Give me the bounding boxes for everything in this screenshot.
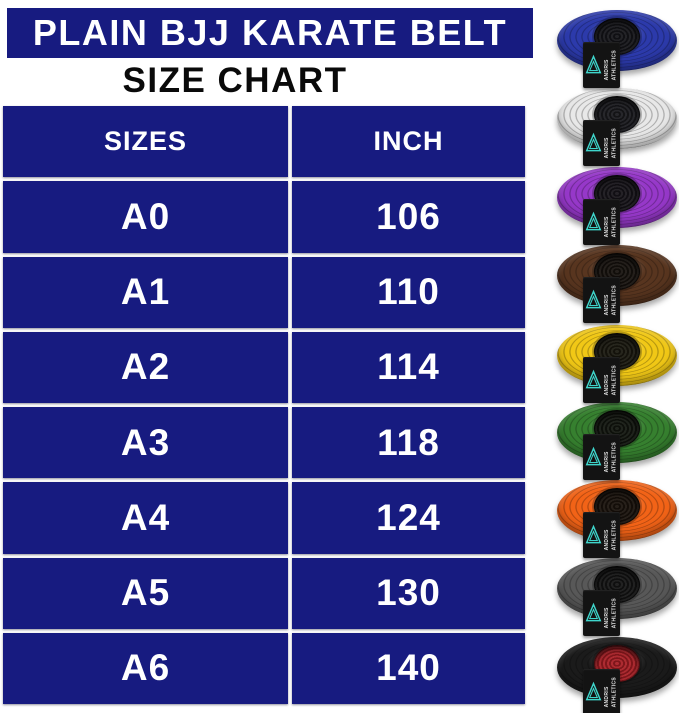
brand-label: ANDRIS ATHLETICS (583, 669, 620, 713)
column-header-sizes: SIZES (3, 106, 288, 178)
brand-label-text: ANDRIS ATHLETICS (604, 677, 619, 707)
brand-name-line2: ATHLETICS (611, 284, 617, 316)
size-cell-a1: A1 (3, 256, 288, 328)
size-cell-a3: A3 (3, 407, 288, 479)
triangle-logo-icon (585, 602, 602, 622)
inch-cell-a0: 106 (292, 181, 525, 253)
triangle-logo-icon (585, 681, 602, 701)
brand-name-line1: ANDRIS (603, 216, 610, 238)
brand-label: ANDRIS ATHLETICS (583, 357, 620, 403)
size-chart-table: SIZES INCH A0 106 A1 110 A2 114 A3 118 A… (3, 106, 525, 704)
brand-name-line2: ATHLETICS (611, 206, 617, 238)
triangle-logo-icon (585, 369, 602, 389)
belt-photo-column: ANDRIS ATHLETICS ANDRIS ATHLETICS (557, 0, 679, 713)
brand-label-text: ANDRIS ATHLETICS (604, 598, 619, 628)
brand-label: ANDRIS ATHLETICS (583, 277, 620, 323)
product-title: PLAIN BJJ KARATE BELT (32, 12, 508, 53)
brand-label: ANDRIS ATHLETICS (583, 120, 620, 166)
brand-label-text: ANDRIS ATHLETICS (604, 128, 619, 158)
belt-photo-brown: ANDRIS ATHLETICS (557, 245, 677, 323)
size-cell-a4: A4 (3, 482, 288, 554)
brand-name-line2: ATHLETICS (611, 597, 617, 629)
size-cell-a0: A0 (3, 181, 288, 253)
belt-photo-white: ANDRIS ATHLETICS (557, 88, 677, 166)
brand-name-line2: ATHLETICS (611, 127, 617, 159)
belt-photo-purple: ANDRIS ATHLETICS (557, 167, 677, 245)
size-cell-a5: A5 (3, 557, 288, 629)
brand-name-line1: ANDRIS (603, 686, 610, 708)
brand-label: ANDRIS ATHLETICS (583, 434, 620, 480)
belt-photo-green: ANDRIS ATHLETICS (557, 402, 677, 480)
triangle-logo-icon (585, 524, 602, 544)
brand-label: ANDRIS ATHLETICS (583, 199, 620, 245)
size-chart-heading: SIZE CHART (122, 61, 348, 100)
brand-label-text: ANDRIS ATHLETICS (604, 520, 619, 550)
triangle-logo-icon (585, 446, 602, 466)
brand-name-line1: ANDRIS (603, 451, 610, 473)
belt-photo-black: ANDRIS ATHLETICS (557, 637, 677, 713)
brand-name-line2: ATHLETICS (611, 441, 617, 473)
brand-label: ANDRIS ATHLETICS (583, 512, 620, 558)
brand-name-line1: ANDRIS (603, 607, 610, 629)
brand-label-text: ANDRIS ATHLETICS (604, 285, 619, 315)
brand-name-line1: ANDRIS (603, 374, 610, 396)
brand-name-line1: ANDRIS (603, 137, 610, 159)
brand-label-text: ANDRIS ATHLETICS (604, 365, 619, 395)
brand-name-line2: ATHLETICS (611, 49, 617, 81)
brand-label-text: ANDRIS ATHLETICS (604, 207, 619, 237)
brand-label: ANDRIS ATHLETICS (583, 42, 620, 88)
inch-cell-a5: 130 (292, 557, 525, 629)
size-cell-a2: A2 (3, 331, 288, 403)
belt-photo-blue: ANDRIS ATHLETICS (557, 10, 677, 88)
inch-cell-a2: 114 (292, 331, 525, 403)
brand-name-line2: ATHLETICS (611, 519, 617, 551)
inch-cell-a6: 140 (292, 632, 525, 704)
belt-photo-gray: ANDRIS ATHLETICS (557, 558, 677, 636)
triangle-logo-icon (585, 211, 602, 231)
column-header-inch: INCH (292, 106, 525, 178)
brand-name-line1: ANDRIS (603, 529, 610, 551)
brand-name-line2: ATHLETICS (611, 676, 617, 708)
belt-photo-orange: ANDRIS ATHLETICS (557, 480, 677, 558)
inch-cell-a3: 118 (292, 407, 525, 479)
triangle-logo-icon (585, 132, 602, 152)
product-title-banner: PLAIN BJJ KARATE BELT (7, 8, 533, 58)
brand-name-line1: ANDRIS (603, 294, 610, 316)
inch-cell-a1: 110 (292, 256, 525, 328)
brand-label: ANDRIS ATHLETICS (583, 590, 620, 636)
brand-name-line2: ATHLETICS (611, 364, 617, 396)
inch-cell-a4: 124 (292, 482, 525, 554)
brand-name-line1: ANDRIS (603, 59, 610, 81)
size-cell-a6: A6 (3, 632, 288, 704)
belt-photo-yellow: ANDRIS ATHLETICS (557, 325, 677, 403)
triangle-logo-icon (585, 289, 602, 309)
brand-label-text: ANDRIS ATHLETICS (604, 50, 619, 80)
triangle-logo-icon (585, 54, 602, 74)
brand-label-text: ANDRIS ATHLETICS (604, 442, 619, 472)
belt-center-hole (594, 333, 640, 370)
